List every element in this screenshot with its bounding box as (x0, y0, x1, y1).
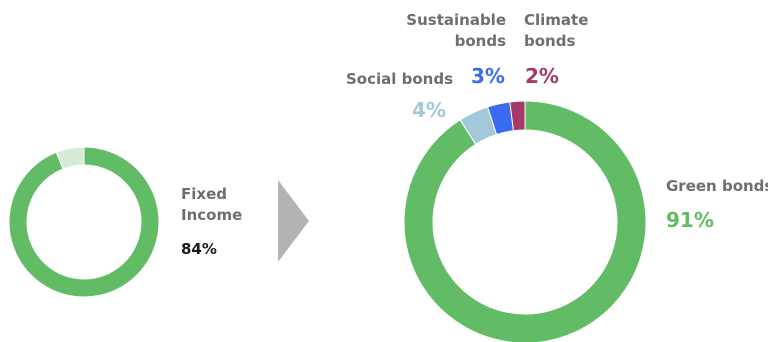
arrow-right-icon (278, 180, 309, 262)
social-bonds-label: Social bonds (346, 70, 454, 88)
bond-breakdown-donut (403, 100, 647, 342)
social-bonds-value: 4% (412, 98, 446, 122)
sustainable-bonds-label: Sustainable bonds (406, 10, 506, 52)
climate-bonds-label: Climate bonds (524, 10, 588, 52)
slice-green-bonds (403, 100, 647, 342)
fixed-income-label-line2: Income (181, 206, 243, 224)
climate-bonds-label-line2: bonds (524, 32, 576, 50)
green-bonds-label: Green bonds (666, 177, 768, 195)
green-bonds-value: 91% (666, 208, 714, 232)
fixed-income-donut (8, 146, 160, 298)
climate-bonds-label-line1: Climate (524, 11, 589, 29)
sustainable-bonds-label-line1: Sustainable (406, 11, 506, 29)
climate-bonds-value: 2% (525, 64, 559, 88)
slice-fixed-income (8, 146, 160, 298)
slice-remainder (55, 146, 85, 170)
fixed-income-label-line1: Fixed (181, 185, 227, 203)
sustainable-bonds-label-line2: bonds (454, 32, 506, 50)
fixed-income-label: Fixed Income (181, 184, 242, 226)
fixed-income-value: 84% (181, 240, 217, 258)
sustainable-bonds-value: 3% (471, 64, 505, 88)
slice-climate-bonds (509, 100, 526, 132)
